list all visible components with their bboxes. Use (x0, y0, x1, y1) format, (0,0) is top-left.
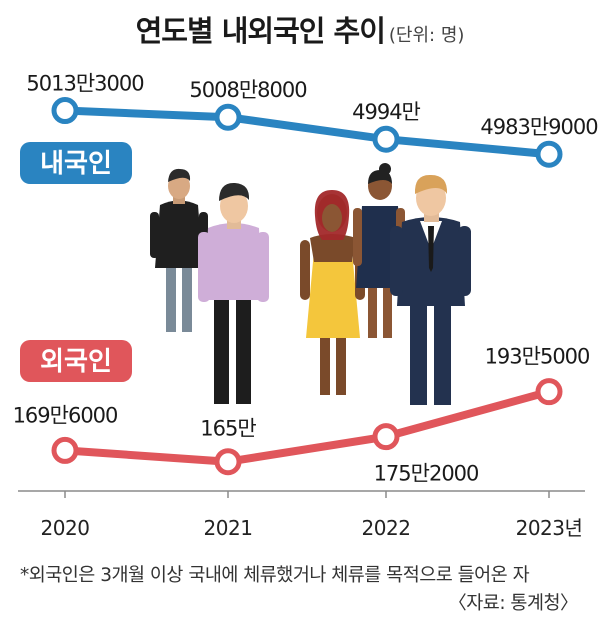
data-label: 4983만9000 (480, 115, 597, 139)
series-layer: 5013만3000 5008만8000 4994만 4983만9000 내국인 169만6… (13, 72, 599, 486)
series-native: 5013만3000 5008만8000 4994만 4983만9000 내국인 (20, 72, 599, 184)
footnote: *외국인은 3개월 이상 국내에 체류했거나 체류를 목적으로 들어온 자 (20, 565, 530, 586)
x-tick-label: 2023년 (516, 516, 583, 540)
x-tick-label: 2020 (41, 516, 90, 540)
chart-header: 연도별 내외국인 추이 (단위: 명) (0, 8, 600, 50)
data-label: 165만 (200, 417, 256, 441)
series-line (61, 387, 553, 466)
badge-background (20, 340, 132, 382)
data-point (214, 103, 242, 131)
data-label: 169만6000 (13, 403, 118, 427)
chart-title: 연도별 내외국인 추이 (135, 14, 386, 48)
data-label: 5008만8000 (189, 78, 306, 102)
data-point (372, 423, 400, 451)
data-point (372, 125, 400, 153)
series-name-badge: 외국인 (20, 340, 132, 382)
x-tick-label: 2022 (362, 516, 411, 540)
badge-label: 외국인 (40, 347, 112, 377)
x-tick-label: 2021 (204, 516, 253, 540)
data-label: 5013만3000 (26, 72, 143, 96)
source-note: 〈자료: 통계청〉 (448, 593, 578, 614)
series-name-badge: 내국인 (20, 142, 132, 184)
person-navy-suit (390, 174, 471, 405)
people-illustration (150, 163, 471, 405)
badge-background (20, 142, 132, 184)
data-label: 4994만 (352, 100, 420, 124)
data-point (535, 140, 563, 168)
data-label: 175만2000 (374, 462, 479, 486)
data-point (51, 97, 79, 125)
badge-label: 내국인 (40, 149, 112, 179)
data-point (535, 378, 563, 406)
data-point (51, 436, 79, 464)
person-lilac-shirt (198, 182, 269, 404)
data-point (214, 448, 242, 476)
unit-label: (단위: 명) (388, 25, 465, 46)
series-foreign: 169만6000 165만 175만2000 193만5000 외국인 (13, 340, 590, 486)
data-label: 193만5000 (485, 345, 590, 369)
series-line (61, 106, 553, 159)
x-axis: 2020 2021 2022 2023년 (18, 490, 585, 540)
